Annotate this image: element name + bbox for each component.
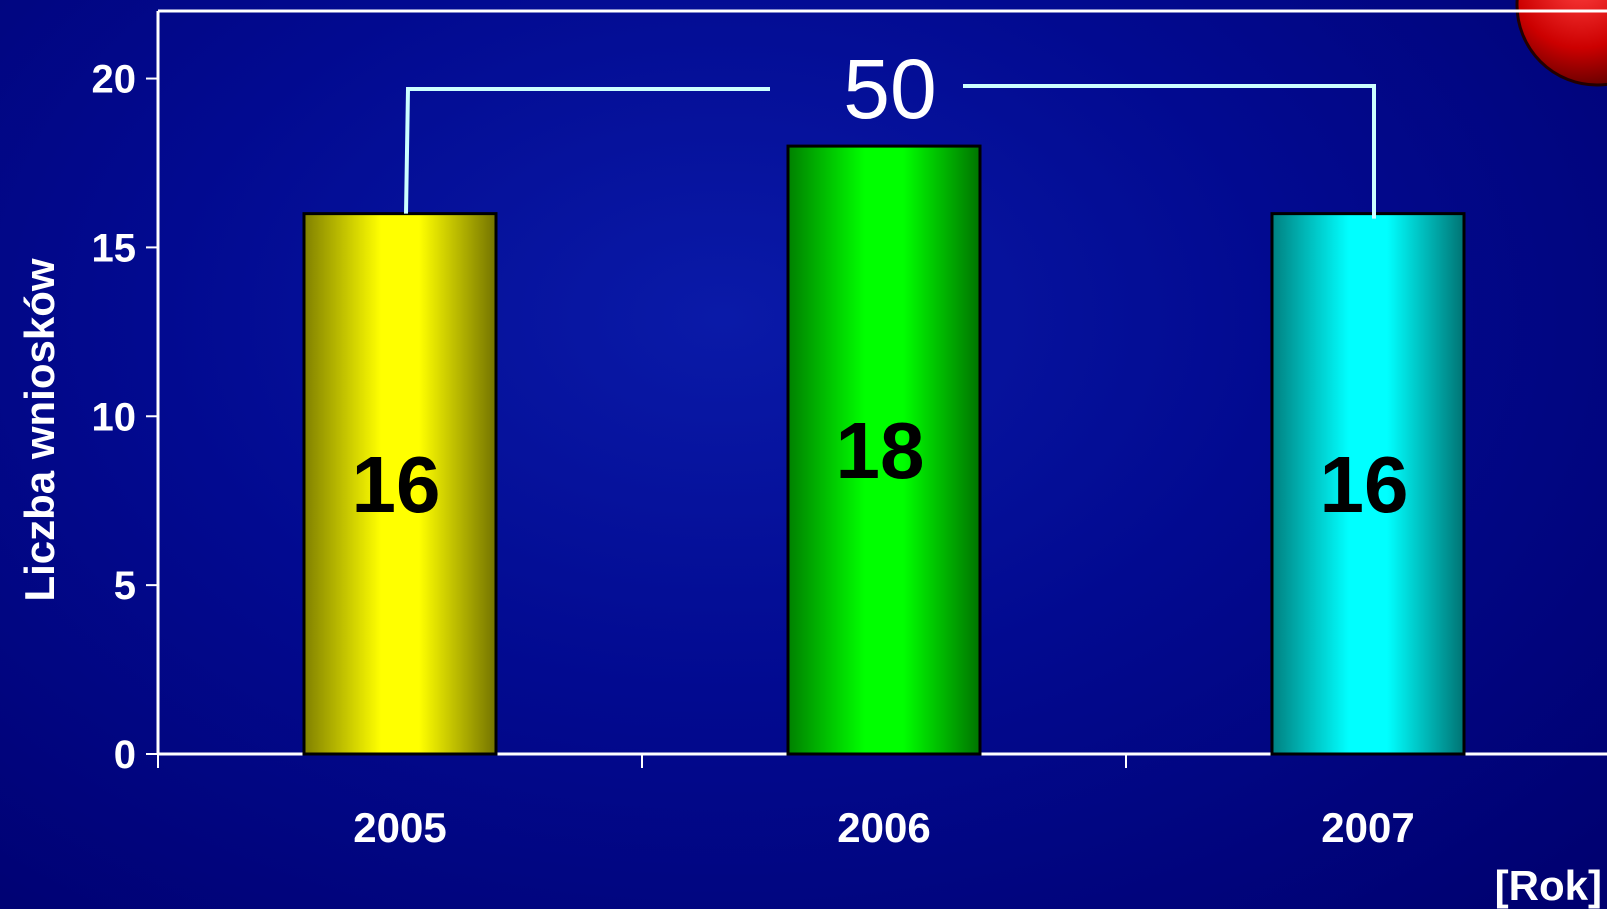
y-tick-label: 5 [114, 564, 136, 608]
bar-2006 [786, 144, 982, 756]
x-tick-label: 2007 [1321, 804, 1414, 851]
total-bracket [404, 84, 1376, 219]
y-tick-label: 15 [92, 226, 137, 270]
y-tick-label: 20 [92, 58, 137, 102]
y-axis-label: Liczba wniosków [16, 258, 63, 601]
bracket-left [404, 87, 770, 214]
bar-2007 [1270, 212, 1466, 756]
y-tick-label: 10 [92, 395, 137, 439]
x-tick-label: 2006 [837, 804, 930, 851]
bar-data-label: 16 [352, 440, 441, 529]
bar-data-labels: 16 18 16 [352, 406, 1409, 529]
decorative-red-circle [1515, 0, 1607, 87]
bar-data-label: 16 [1320, 440, 1409, 529]
y-tick-label: 0 [114, 733, 136, 777]
bracket-right [963, 84, 1376, 219]
bars [302, 144, 1466, 756]
bar-2005 [302, 212, 498, 756]
x-axis-unit-label: [Rok] [1495, 862, 1602, 909]
y-axis-ticks: 0 5 10 15 20 [92, 58, 158, 777]
total-label: 50 [843, 42, 936, 136]
x-tick-label: 2005 [353, 804, 446, 851]
x-axis-ticks: 2005 2006 2007 [157, 754, 1415, 851]
bar-data-label: 18 [836, 406, 925, 495]
